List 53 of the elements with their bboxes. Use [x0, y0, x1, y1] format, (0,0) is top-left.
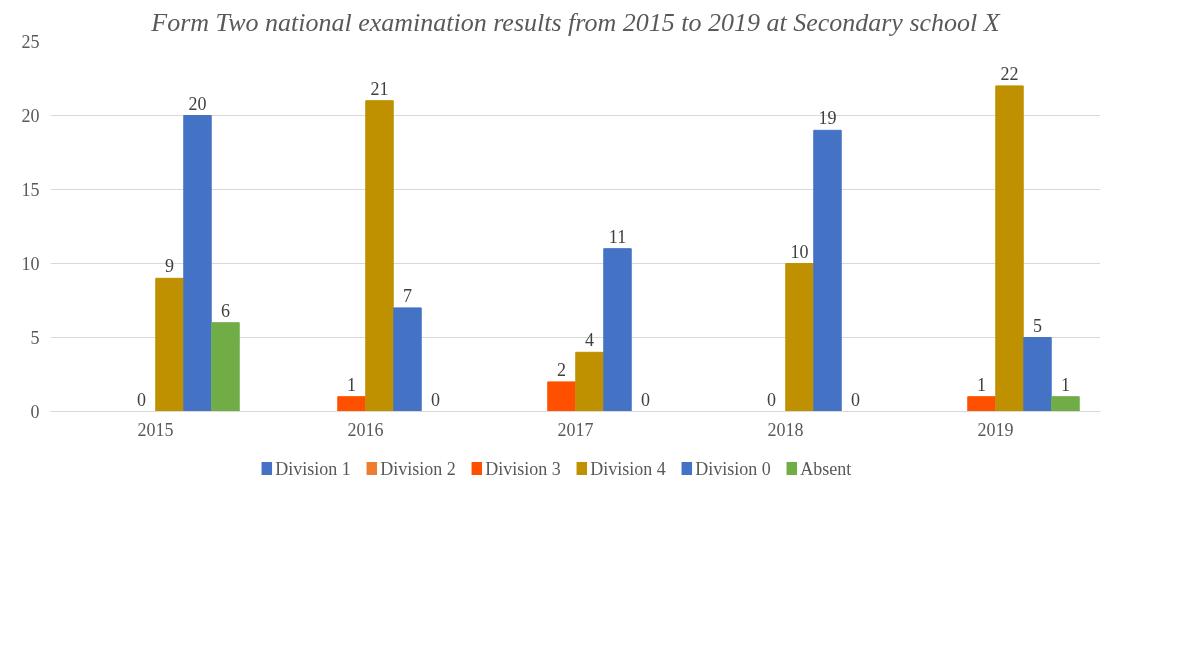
data-label: 0	[137, 389, 146, 410]
data-label: 10	[790, 241, 809, 262]
legend-label: Division 1	[275, 458, 351, 479]
legend-label: Absent	[800, 458, 852, 479]
data-label: 1	[977, 374, 986, 395]
bar	[575, 351, 604, 412]
y-tick-label: 5	[30, 328, 40, 348]
bar	[211, 322, 240, 412]
bar	[547, 381, 576, 412]
y-tick-label: 0	[30, 402, 40, 422]
legend-label: Division 0	[695, 458, 771, 479]
data-label: 0	[641, 389, 650, 410]
data-label: 6	[221, 300, 230, 321]
y-tick-label: 25	[21, 32, 40, 52]
data-label: 21	[370, 78, 389, 99]
legend-label: Division 3	[485, 458, 561, 479]
bar	[603, 248, 632, 412]
chart-title: Form Two national examination results from 2015 to 2019 at Secondary school X	[150, 7, 1001, 37]
bar	[967, 396, 996, 412]
bar	[1051, 396, 1080, 412]
data-label: 7	[403, 285, 412, 306]
x-tick-label: 2016	[347, 419, 384, 440]
x-tick-label: 2015	[137, 419, 174, 440]
y-tick-label: 20	[21, 106, 40, 126]
x-tick-label: 2017	[557, 419, 594, 440]
bar	[813, 129, 842, 412]
data-label: 0	[851, 389, 860, 410]
data-label: 11	[608, 226, 627, 247]
data-label: 20	[188, 93, 207, 114]
data-label: 0	[431, 389, 440, 410]
data-label: 1	[1061, 374, 1070, 395]
data-label: 22	[1000, 63, 1019, 84]
bar	[365, 100, 394, 412]
x-tick-label: 2018	[767, 419, 804, 440]
bar	[183, 115, 212, 412]
data-label: 0	[767, 389, 776, 410]
bar	[155, 277, 184, 412]
bar	[393, 307, 422, 412]
bar	[337, 396, 366, 412]
data-label: 9	[165, 256, 174, 277]
bar	[995, 85, 1024, 412]
x-tick-label: 2019	[977, 419, 1014, 440]
data-label: 1	[347, 374, 356, 395]
bar	[1023, 337, 1052, 412]
bar	[785, 263, 814, 412]
data-label: 19	[818, 108, 837, 129]
data-label: 4	[585, 330, 594, 351]
data-label: 2	[557, 359, 566, 380]
data-label: 5	[1033, 315, 1042, 336]
legend-label: Division 2	[380, 458, 456, 479]
legend-label: Division 4	[590, 458, 666, 479]
y-tick-label: 10	[21, 254, 40, 274]
y-tick-label: 15	[21, 180, 40, 200]
